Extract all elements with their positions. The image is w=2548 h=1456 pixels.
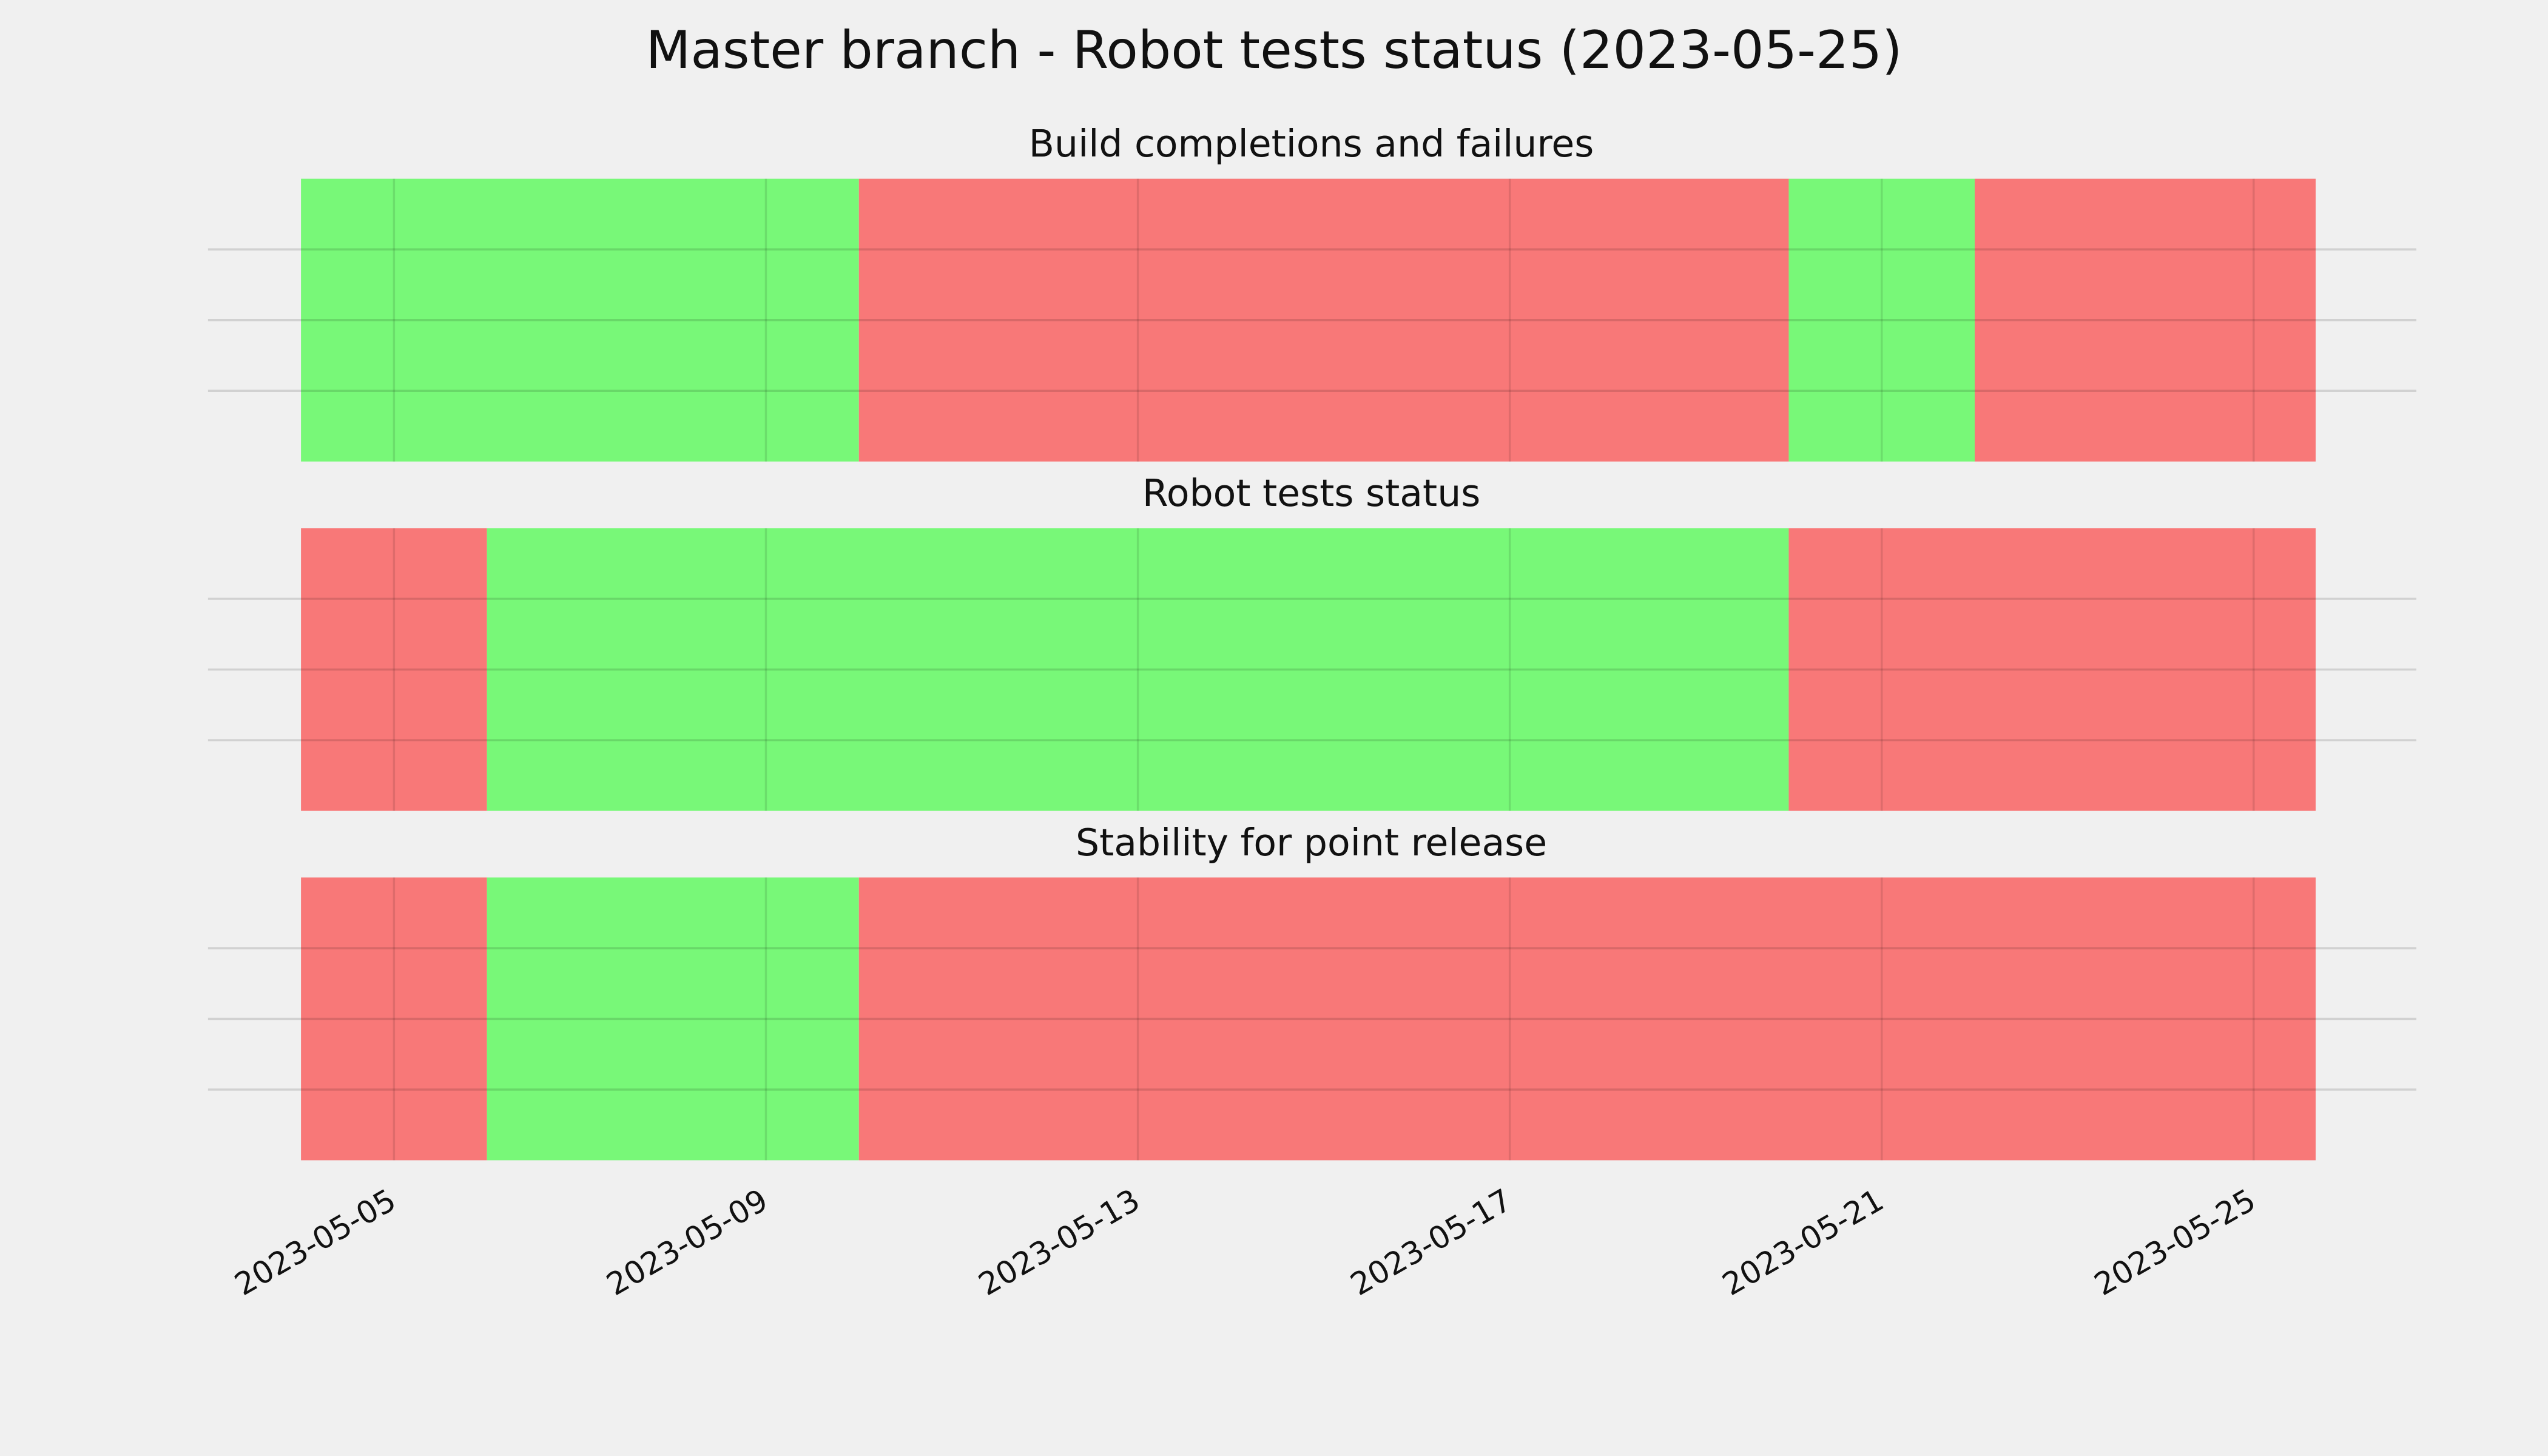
status-segment xyxy=(301,528,487,811)
status-segment xyxy=(301,178,859,462)
status-segment xyxy=(487,877,859,1161)
status-segment xyxy=(858,877,2316,1161)
status-segment xyxy=(1788,178,1975,462)
status-segment xyxy=(1974,178,2316,462)
status-segment xyxy=(487,528,1789,811)
panel-title: Build completions and failures xyxy=(1029,122,1594,166)
panel-title: Stability for point release xyxy=(1076,821,1547,864)
panel-title: Robot tests status xyxy=(1142,471,1480,515)
status-segment xyxy=(1788,528,2316,811)
status-segment xyxy=(301,877,487,1161)
chart-title: Master branch - Robot tests status (2023… xyxy=(645,20,1902,81)
status-segment xyxy=(858,178,1789,462)
